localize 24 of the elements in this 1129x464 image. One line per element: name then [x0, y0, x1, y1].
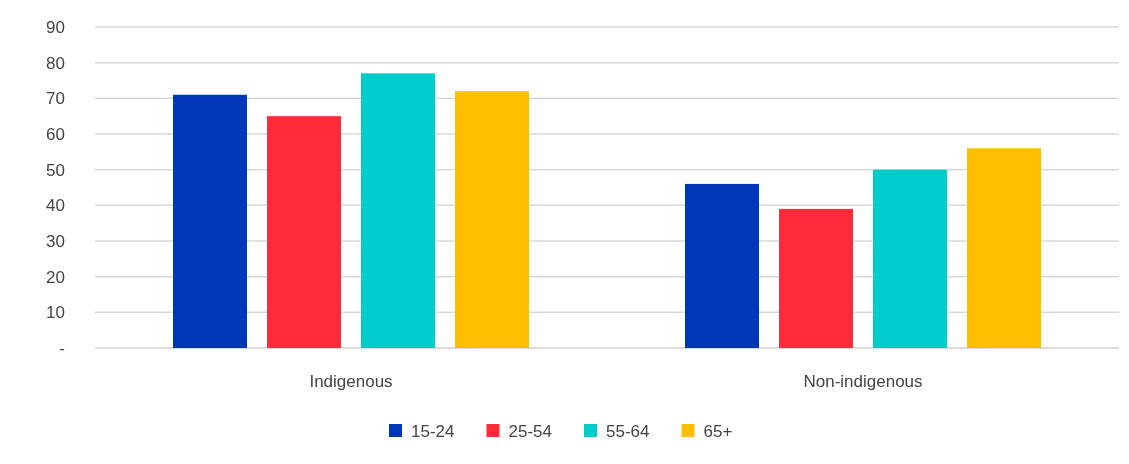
x-tick-label: Indigenous: [309, 372, 393, 391]
bar: [455, 91, 529, 348]
bar: [267, 116, 341, 348]
legend-label: 65+: [703, 421, 733, 441]
x-tick-label: Non-indigenous: [803, 372, 923, 391]
y-tick-label: 80: [46, 53, 65, 73]
y-tick-label: 30: [46, 231, 65, 251]
bar: [873, 169, 947, 348]
y-tick-label: 50: [46, 160, 65, 180]
legend-label: 55-64: [606, 421, 650, 441]
y-tick-label: -: [59, 338, 65, 358]
bar: [779, 208, 853, 348]
y-tick-label: 40: [46, 196, 65, 216]
y-tick-label: 90: [46, 17, 65, 37]
bar: [685, 183, 759, 348]
bar: [967, 148, 1041, 348]
y-tick-label: 10: [46, 303, 65, 323]
y-tick-label: 20: [46, 267, 65, 287]
legend-label: 15-24: [411, 421, 455, 441]
y-tick-label: 70: [46, 89, 65, 109]
legend-label: 25-54: [508, 421, 552, 441]
bar: [173, 94, 247, 348]
bar: [361, 73, 435, 348]
y-tick-label: 60: [46, 124, 65, 144]
